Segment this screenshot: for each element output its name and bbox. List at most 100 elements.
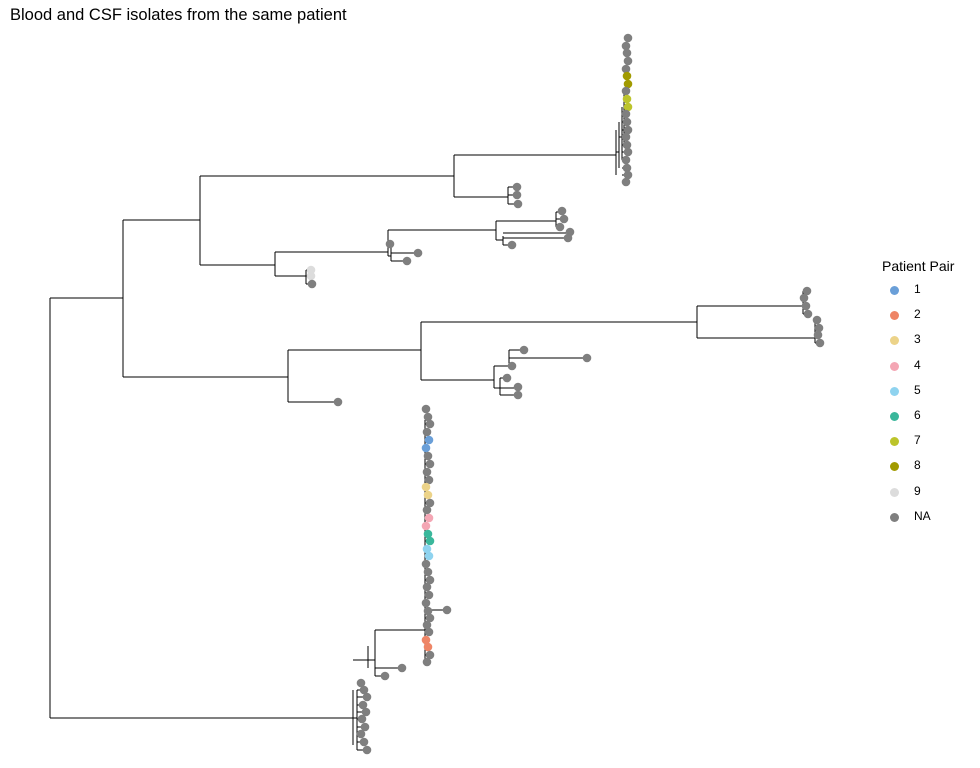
tree-tip	[621, 64, 631, 74]
legend: Patient Pair 1 2 3 4 5 6 7 8 9 NA	[882, 258, 974, 535]
tree-tip	[442, 605, 452, 615]
tree-tip	[424, 435, 434, 445]
tree-tip	[512, 182, 522, 192]
legend-item: 6	[882, 407, 974, 434]
legend-label: 9	[914, 483, 921, 498]
tree-tip	[623, 33, 633, 43]
legend-label: 7	[914, 433, 921, 448]
tree-tip	[621, 109, 631, 119]
tree-tip	[358, 700, 368, 710]
tree-tips	[306, 33, 825, 755]
tree-tip	[423, 490, 433, 500]
tree-tip	[622, 48, 632, 58]
tree-tip	[623, 147, 633, 157]
tree-tip	[423, 642, 433, 652]
tree-tip	[563, 233, 573, 243]
tree-tip	[815, 338, 825, 348]
legend-label: 6	[914, 407, 921, 422]
legend-items: 1 2 3 4 5 6 7 8 9 NA	[882, 282, 974, 535]
tree-tip	[799, 293, 809, 303]
tree-tip	[425, 498, 435, 508]
tree-tip	[362, 692, 372, 702]
legend-key	[890, 437, 899, 447]
legend-label: 5	[914, 382, 921, 397]
tree-tip	[397, 663, 407, 673]
tree-tip	[362, 745, 372, 755]
tree-tip	[507, 361, 517, 371]
tree-tip	[356, 729, 366, 739]
tree-tip	[621, 41, 631, 51]
legend-item: 5	[882, 382, 974, 409]
legend-key	[890, 512, 899, 522]
tree-tip	[803, 309, 813, 319]
tree-tip	[801, 301, 811, 311]
tree-tip	[513, 382, 523, 392]
tree-tip	[421, 443, 431, 453]
legend-label: 1	[914, 282, 921, 296]
tree-tip	[333, 397, 343, 407]
tree-tip	[422, 505, 432, 515]
legend-label: 8	[914, 458, 921, 473]
legend-item: 7	[882, 433, 974, 459]
legend-label: 3	[914, 332, 921, 347]
tree-tip	[423, 606, 433, 616]
tree-tip	[622, 117, 632, 127]
tree-tip	[622, 140, 632, 150]
tree-tip	[621, 86, 631, 96]
tree-tip	[423, 567, 433, 577]
legend-item: 1	[882, 282, 974, 308]
tree-tip	[622, 163, 632, 173]
tree-tip	[421, 404, 431, 414]
tree-tip	[423, 529, 433, 539]
tree-tip	[421, 635, 431, 645]
legend-label: 2	[914, 307, 921, 322]
tree-tip	[421, 482, 431, 492]
legend-key	[890, 386, 899, 396]
tree-tip	[622, 94, 632, 104]
tree-tip	[623, 170, 633, 180]
tree-tip	[513, 199, 523, 209]
legend-title: Patient Pair	[882, 258, 955, 274]
tree-tip	[582, 353, 592, 363]
legend-key	[890, 286, 899, 295]
tree-tip	[361, 707, 371, 717]
tree-tip	[555, 222, 565, 232]
legend-item: 9	[882, 483, 974, 510]
tree-tip	[360, 722, 370, 732]
tree-tip	[307, 279, 317, 289]
legend-item: 2	[882, 307, 974, 333]
tree-tip	[422, 544, 432, 554]
tree-tip	[623, 102, 633, 112]
tree-tip	[813, 330, 823, 340]
tree-tip	[421, 559, 431, 569]
tree-tip	[425, 459, 435, 469]
tree-tip	[422, 467, 432, 477]
legend-key	[890, 361, 899, 371]
tree-tip	[424, 551, 434, 561]
tree-tip	[559, 214, 569, 224]
legend-key	[890, 336, 899, 346]
tree-tip	[623, 56, 633, 66]
legend-label: NA	[914, 508, 931, 523]
tree-tip	[513, 390, 523, 400]
tree-tip	[424, 475, 434, 485]
legend-item: 8	[882, 458, 974, 484]
tree-tip	[621, 155, 631, 165]
tree-tip	[423, 451, 433, 461]
tree-tip	[622, 71, 632, 81]
tree-tip	[512, 190, 522, 200]
plot-title: Blood and CSF isolates from the same pat…	[10, 6, 347, 24]
tree-tip	[557, 206, 567, 216]
tree-branches	[49, 37, 820, 751]
tree-tip	[425, 536, 435, 546]
tree-tip	[359, 685, 369, 695]
tree-tip	[422, 582, 432, 592]
tree-tip	[814, 323, 824, 333]
legend-label: 4	[914, 357, 921, 372]
tree-tip	[425, 419, 435, 429]
tree-tip	[425, 650, 435, 660]
legend-key	[890, 462, 899, 472]
tree-tip	[623, 79, 633, 89]
tree-tip	[402, 256, 412, 266]
